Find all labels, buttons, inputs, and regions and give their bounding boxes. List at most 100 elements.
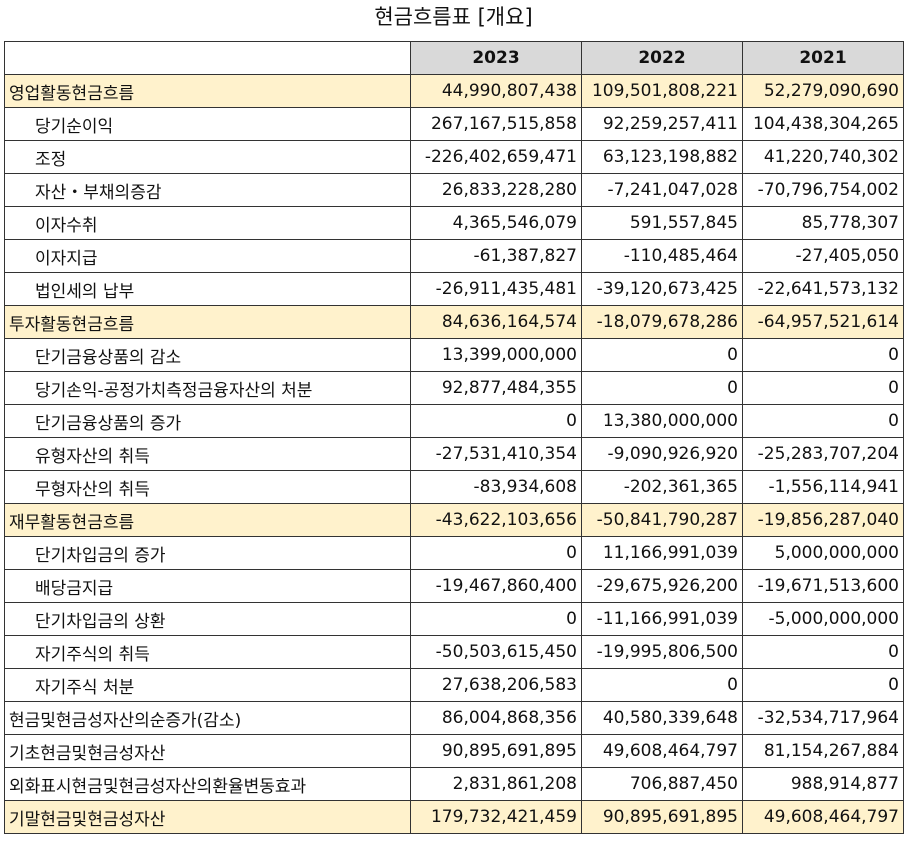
value-cell-2021: -1,556,114,941	[742, 470, 904, 504]
table-section-row: 기말현금및현금성자산 179,732,421,459 90,895,691,895 4…	[4, 800, 904, 834]
value-cell-2022: 40,580,339,648	[581, 701, 743, 735]
table-row: 유형자산의 취득 -27,531,410,354 -9,090,926,920 -25…	[4, 437, 904, 471]
value-cell-2023: 86,004,868,356	[410, 701, 582, 735]
value-cell-2022: -18,079,678,286	[581, 305, 743, 339]
table-row: 외화표시현금및현금성자산의환율변동효과 2,831,861,208 706,887,…	[4, 767, 904, 801]
value-cell-2023: -43,622,103,656	[410, 503, 582, 537]
table-section-row: 영업활동현금흐름 44,990,807,438 109,501,808,221 52,…	[4, 74, 904, 108]
row-label: 단기금융상품의 감소	[4, 338, 411, 372]
value-cell-2021: 0	[742, 668, 904, 702]
row-label: 무형자산의 취득	[4, 470, 411, 504]
value-cell-2021: 81,154,267,884	[742, 734, 904, 768]
value-cell-2023: -50,503,615,450	[410, 635, 582, 669]
value-cell-2023: -26,911,435,481	[410, 272, 582, 306]
value-cell-2021: 41,220,740,302	[742, 140, 904, 174]
row-label: 외화표시현금및현금성자산의환율변동효과	[4, 767, 411, 801]
value-cell-2022: 11,166,991,039	[581, 536, 743, 570]
value-cell-2021: -70,796,754,002	[742, 173, 904, 207]
value-cell-2021: -64,957,521,614	[742, 305, 904, 339]
value-cell-2023: 0	[410, 404, 582, 438]
value-cell-2022: -50,841,790,287	[581, 503, 743, 537]
value-cell-2021: 104,438,304,265	[742, 107, 904, 141]
row-label: 단기금융상품의 증가	[4, 404, 411, 438]
table-row: 단기금융상품의 감소 13,399,000,000 0 0	[4, 338, 904, 372]
value-cell-2021: 85,778,307	[742, 206, 904, 240]
value-cell-2022: 90,895,691,895	[581, 800, 743, 834]
table-row: 조정 -226,402,659,471 63,123,198,882 41,220,7…	[4, 140, 904, 174]
row-label: 단기차입금의 상환	[4, 602, 411, 636]
value-cell-2022: -39,120,673,425	[581, 272, 743, 306]
row-label: 법인세의 납부	[4, 272, 411, 306]
table-row: 현금및현금성자산의순증가(감소) 86,004,868,356 40,580,339…	[4, 701, 904, 735]
header-blank-cell	[4, 41, 411, 75]
row-label: 기말현금및현금성자산	[4, 800, 411, 834]
table-row: 법인세의 납부 -26,911,435,481 -39,120,673,425 -22…	[4, 272, 904, 306]
value-cell-2023: 267,167,515,858	[410, 107, 582, 141]
table-row: 단기차입금의 증가 0 11,166,991,039 5,000,000,000	[4, 536, 904, 570]
row-label: 자산・부채의증감	[4, 173, 411, 207]
page-title: 현금흐름표 [개요]	[374, 5, 533, 29]
value-cell-2023: 4,365,546,079	[410, 206, 582, 240]
value-cell-2022: 63,123,198,882	[581, 140, 743, 174]
cash-flow-table: 2023 2022 2021 영업활동현금흐름 44,990,807,438 109…	[4, 41, 904, 834]
value-cell-2021: 0	[742, 404, 904, 438]
row-label: 이자지급	[4, 239, 411, 273]
row-label: 이자수취	[4, 206, 411, 240]
value-cell-2021: -27,405,050	[742, 239, 904, 273]
row-label: 자기주식 처분	[4, 668, 411, 702]
table-row: 자기주식 처분 27,638,206,583 0 0	[4, 668, 904, 702]
value-cell-2022: -110,485,464	[581, 239, 743, 273]
table-row: 자기주식의 취득 -50,503,615,450 -19,995,806,500 0	[4, 635, 904, 669]
value-cell-2023: 179,732,421,459	[410, 800, 582, 834]
table-row: 이자수취 4,365,546,079 591,557,845 85,778,307	[4, 206, 904, 240]
value-cell-2023: 27,638,206,583	[410, 668, 582, 702]
value-cell-2021: -22,641,573,132	[742, 272, 904, 306]
row-label: 영업활동현금흐름	[4, 74, 411, 108]
value-cell-2022: 0	[581, 338, 743, 372]
table-row: 당기순이익 267,167,515,858 92,259,257,411 104,43…	[4, 107, 904, 141]
value-cell-2023: 44,990,807,438	[410, 74, 582, 108]
row-label: 현금및현금성자산의순증가(감소)	[4, 701, 411, 735]
value-cell-2021: 0	[742, 371, 904, 405]
value-cell-2022: 706,887,450	[581, 767, 743, 801]
value-cell-2021: -5,000,000,000	[742, 602, 904, 636]
value-cell-2021: -25,283,707,204	[742, 437, 904, 471]
row-label: 단기차입금의 증가	[4, 536, 411, 570]
value-cell-2022: -11,166,991,039	[581, 602, 743, 636]
row-label: 배당금지급	[4, 569, 411, 603]
table-row: 기초현금및현금성자산 90,895,691,895 49,608,464,797 81…	[4, 734, 904, 768]
column-header: 2021	[742, 41, 904, 75]
value-cell-2021: 0	[742, 338, 904, 372]
value-cell-2022: -7,241,047,028	[581, 173, 743, 207]
table-row: 자산・부채의증감 26,833,228,280 -7,241,047,028 -70,…	[4, 173, 904, 207]
value-cell-2021: -19,671,513,600	[742, 569, 904, 603]
value-cell-2021: 988,914,877	[742, 767, 904, 801]
value-cell-2023: 0	[410, 536, 582, 570]
value-cell-2021: 5,000,000,000	[742, 536, 904, 570]
table-row: 무형자산의 취득 -83,934,608 -202,361,365 -1,556,11…	[4, 470, 904, 504]
value-cell-2021: 0	[742, 635, 904, 669]
header-row: 2023 2022 2021	[4, 41, 904, 75]
value-cell-2023: 90,895,691,895	[410, 734, 582, 768]
table-row: 당기손익-공정가치측정금융자산의 처분 92,877,484,355 0 0	[4, 371, 904, 405]
value-cell-2022: -9,090,926,920	[581, 437, 743, 471]
value-cell-2023: 13,399,000,000	[410, 338, 582, 372]
value-cell-2023: -226,402,659,471	[410, 140, 582, 174]
value-cell-2023: 2,831,861,208	[410, 767, 582, 801]
value-cell-2022: 0	[581, 668, 743, 702]
value-cell-2023: -19,467,860,400	[410, 569, 582, 603]
value-cell-2022: 109,501,808,221	[581, 74, 743, 108]
column-header: 2023	[410, 41, 582, 75]
table-row: 이자지급 -61,387,827 -110,485,464 -27,405,050	[4, 239, 904, 273]
table-row: 배당금지급 -19,467,860,400 -29,675,926,200 -19,6…	[4, 569, 904, 603]
row-label: 조정	[4, 140, 411, 174]
table-section-row: 투자활동현금흐름 84,636,164,574 -18,079,678,286 -64…	[4, 305, 904, 339]
row-label: 기초현금및현금성자산	[4, 734, 411, 768]
value-cell-2023: 0	[410, 602, 582, 636]
value-cell-2022: -202,361,365	[581, 470, 743, 504]
value-cell-2023: 84,636,164,574	[410, 305, 582, 339]
value-cell-2022: -29,675,926,200	[581, 569, 743, 603]
value-cell-2022: 591,557,845	[581, 206, 743, 240]
value-cell-2022: -19,995,806,500	[581, 635, 743, 669]
row-label: 투자활동현금흐름	[4, 305, 411, 339]
